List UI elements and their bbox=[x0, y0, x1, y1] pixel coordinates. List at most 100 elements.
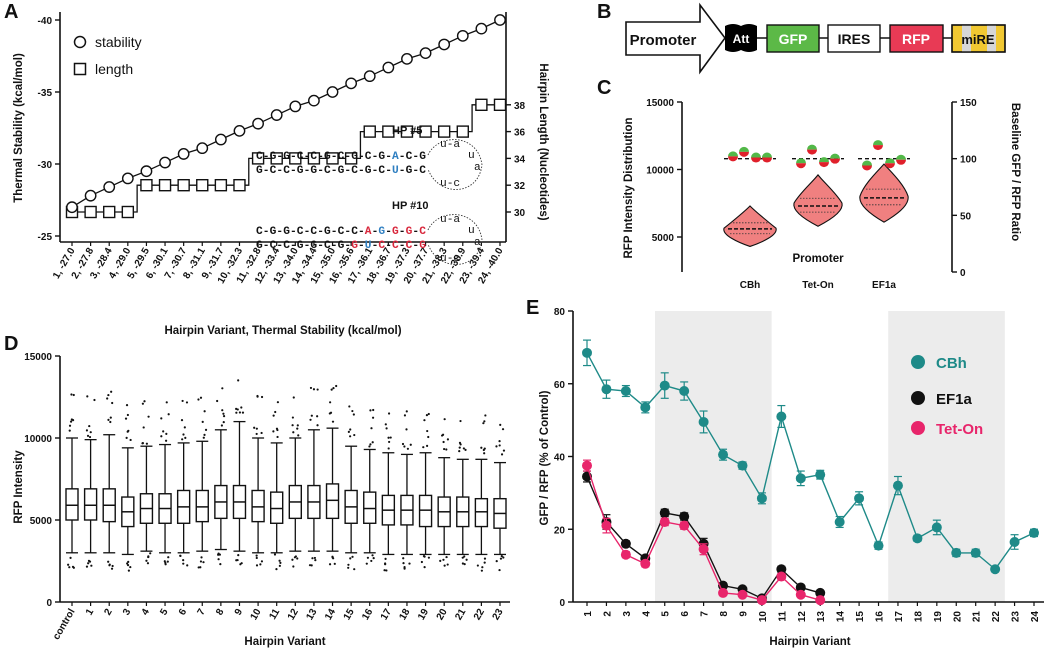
hp10-bottom-base: - bbox=[331, 240, 338, 252]
length-point bbox=[270, 152, 283, 165]
box-outlier-low bbox=[71, 565, 75, 568]
panel-a-ylabel-right: Hairpin Length (Nucleotides) bbox=[537, 63, 549, 220]
length-point bbox=[289, 152, 302, 165]
hp5-top-base: C bbox=[256, 151, 263, 163]
ratio-point-top-Tet-On bbox=[807, 144, 817, 150]
box-outlier-high bbox=[329, 411, 333, 414]
hp5-top-base: - bbox=[412, 151, 419, 163]
hp10-bottom-base: C bbox=[270, 240, 277, 252]
hp5-top-base: - bbox=[358, 151, 365, 163]
box-outlier-low bbox=[217, 558, 220, 561]
panel-c-right-tick-label: 50 bbox=[960, 211, 972, 222]
stability-point bbox=[326, 86, 339, 98]
box-outlier-low bbox=[129, 565, 132, 569]
stability-point bbox=[177, 148, 190, 160]
hp10-top-base: G bbox=[324, 226, 331, 238]
length-point bbox=[456, 125, 469, 138]
box-outlier-low bbox=[481, 566, 484, 569]
panel-e-x-tick-label: 23 bbox=[1011, 611, 1022, 623]
hp5-top-base: - bbox=[372, 151, 379, 163]
panel-c-ylabel-left: RFP Intensity Distribution bbox=[623, 118, 635, 259]
panel-e-x-tick-label: 20 bbox=[952, 611, 963, 623]
box-outlier-high bbox=[426, 429, 429, 433]
att-site-block bbox=[725, 24, 757, 52]
hp5-top-base: C bbox=[310, 151, 317, 163]
hp5-top-base: - bbox=[399, 151, 406, 163]
hp5-bottom-base: - bbox=[358, 165, 365, 177]
hp5-bottom-base: G bbox=[338, 165, 345, 177]
box-outlier-high bbox=[240, 406, 243, 409]
data-point-CBh bbox=[776, 411, 787, 422]
hp5-bottom-base: G bbox=[310, 165, 317, 177]
box-outlier-low bbox=[422, 554, 426, 558]
length-point bbox=[121, 205, 135, 219]
data-point-Tet-On bbox=[601, 520, 612, 531]
hp5-bottom-base: G bbox=[256, 165, 263, 177]
hp5-bottom-base: - bbox=[385, 165, 392, 177]
box-outlier-low bbox=[372, 557, 375, 560]
length-point bbox=[363, 125, 376, 138]
hp10-top-base: G bbox=[406, 226, 413, 238]
box-outlier-high bbox=[480, 446, 483, 449]
box-outlier-high bbox=[274, 410, 277, 414]
box-outlier-high bbox=[353, 433, 356, 437]
box-outlier-high bbox=[197, 398, 200, 401]
box-outlier-high bbox=[182, 433, 185, 436]
box-outlier-low bbox=[480, 569, 483, 572]
hp5-top-base: G bbox=[270, 151, 277, 163]
hp10-bottom-base: - bbox=[317, 240, 324, 252]
hp10-bottom-base: - bbox=[412, 240, 419, 252]
box-outlier-high bbox=[109, 420, 112, 424]
panel-d-x-tick-label: 12 bbox=[286, 607, 301, 623]
box-outlier-high bbox=[111, 401, 114, 405]
panel-c-right-tick-label: 0 bbox=[960, 268, 966, 279]
box-outlier-high bbox=[256, 395, 259, 398]
panel-d-x-tick-label: 7 bbox=[196, 607, 209, 618]
panel-d-ylabel: RFP Intensity bbox=[13, 450, 25, 524]
ratio-point-top-CBh bbox=[751, 152, 761, 158]
box-outlier-low bbox=[202, 561, 205, 564]
hp10-top-base: - bbox=[276, 226, 283, 238]
panel-e-x-tick-label: 7 bbox=[700, 611, 711, 617]
panel-a-left-tick-label: -40 bbox=[38, 16, 53, 27]
box-outlier-low bbox=[199, 560, 203, 563]
box-outlier-high bbox=[203, 433, 206, 437]
panel-e-x-tick-label: 19 bbox=[933, 611, 944, 623]
panel-e-y-tick-label: 20 bbox=[554, 525, 566, 536]
panel-c-left-tick-label: 5000 bbox=[652, 233, 675, 244]
box-outlier-low bbox=[200, 556, 203, 559]
box-outlier-low bbox=[67, 563, 70, 566]
box-outlier-low bbox=[351, 555, 354, 558]
box-outlier-high bbox=[401, 442, 405, 446]
box-outlier-low bbox=[111, 564, 114, 568]
hp10-bottom-base: C bbox=[283, 240, 290, 252]
box-outlier-low bbox=[331, 556, 334, 559]
stability-point bbox=[252, 117, 264, 130]
hp10-loop-bottom: u-c bbox=[440, 253, 460, 265]
box-outlier-high bbox=[221, 387, 224, 390]
length-point bbox=[382, 125, 395, 138]
hp10-loop-top: u-a bbox=[440, 214, 460, 226]
box-outlier-high bbox=[93, 398, 96, 402]
panel-c-x-tick-label: Tet-On bbox=[802, 280, 833, 291]
hp5-top-base: G bbox=[324, 151, 331, 163]
box-outlier-high bbox=[502, 449, 506, 452]
hp5-top-base: - bbox=[290, 151, 297, 163]
ratio-point-bottom-Tet-On bbox=[807, 149, 817, 155]
box-iqr bbox=[65, 488, 79, 521]
box-outlier-low bbox=[88, 560, 92, 563]
box-outlier-low bbox=[385, 569, 388, 572]
data-point-CBh bbox=[931, 522, 942, 533]
promoter-label: Promoter bbox=[630, 32, 697, 49]
length-point bbox=[214, 178, 228, 192]
box-outlier-high bbox=[222, 421, 225, 424]
panel-a-letter: A bbox=[4, 1, 18, 23]
hp10-bottom-base: C bbox=[406, 240, 413, 252]
box-outlier-low bbox=[127, 569, 130, 572]
box-outlier-high bbox=[483, 452, 486, 455]
box-outlier-high bbox=[291, 424, 294, 427]
box-outlier-high bbox=[483, 420, 486, 423]
stability-point bbox=[475, 22, 488, 35]
box-outlier-low bbox=[217, 553, 220, 556]
box-outlier-low bbox=[371, 554, 374, 557]
